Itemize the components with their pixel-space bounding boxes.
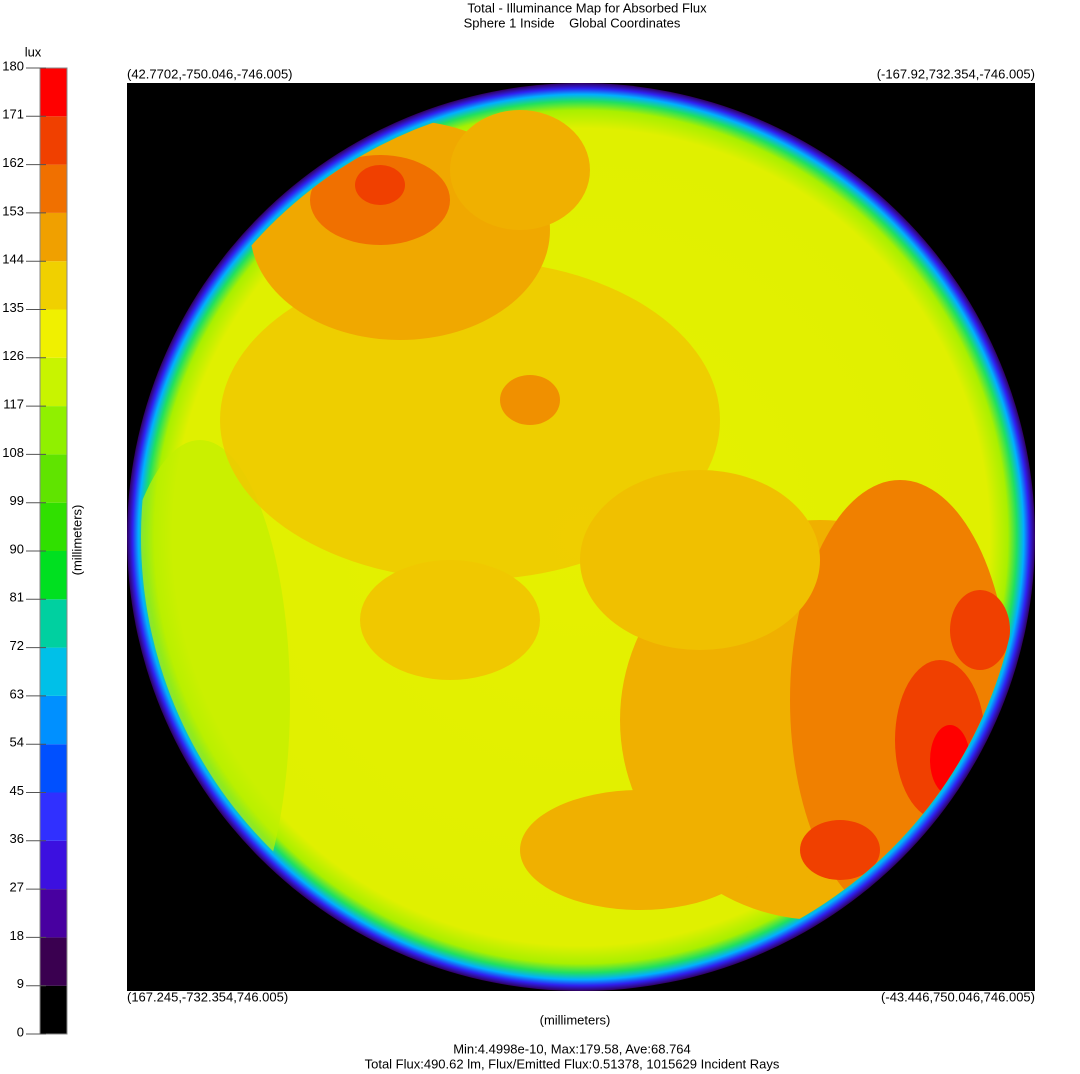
- colorbar-tick-label: 45: [10, 783, 24, 798]
- colorbar-band: [40, 744, 67, 793]
- colorbar-tick-label: 99: [10, 493, 24, 508]
- colorbar-band: [40, 937, 67, 986]
- y-axis-label: (millimeters): [69, 505, 84, 576]
- colorbar-band: [40, 164, 67, 213]
- colorbar-band: [40, 212, 67, 262]
- colorbar-tick-label: 171: [2, 107, 24, 122]
- colorbar-tick-label: 135: [2, 300, 24, 315]
- colorbar-tick-label: 63: [10, 686, 24, 701]
- stats-line: Min:4.4998e-10, Max:179.58, Ave:68.764: [453, 1041, 691, 1056]
- colorbar-band: [40, 116, 67, 165]
- colorbar-band: [40, 502, 67, 551]
- colorbar-band: [40, 309, 67, 358]
- corner-label: (167.245,-732.354,746.005): [127, 989, 288, 1004]
- colorbar-unit: lux: [25, 44, 42, 59]
- colorbar-band: [40, 985, 67, 1034]
- chart-subtitle: Sphere 1 Inside Global Coordinates: [464, 15, 681, 30]
- colorbar-band: [40, 840, 67, 890]
- chart-title: Total - Illuminance Map for Absorbed Flu…: [467, 0, 707, 15]
- corner-label: (42.7702,-750.046,-746.005): [127, 66, 293, 81]
- colorbar-tick-label: 90: [10, 541, 24, 556]
- x-axis-label: (millimeters): [540, 1012, 611, 1027]
- colorbar-band: [40, 551, 67, 600]
- illuminance-pattern: [141, 110, 1020, 960]
- colorbar-tick-label: 27: [10, 880, 24, 895]
- colorbar-band: [40, 792, 67, 841]
- colorbar-tick-label: 117: [3, 397, 24, 412]
- colorbar-tick-label: 180: [2, 58, 24, 73]
- colorbar-band: [40, 889, 67, 938]
- colorbar-tick-label: 0: [17, 1024, 24, 1039]
- colorbar-tick-label: 108: [2, 445, 24, 460]
- colorbar-tick-label: 162: [2, 155, 24, 170]
- colorbar-tick-label: 126: [2, 348, 24, 363]
- colorbar-band: [40, 406, 67, 455]
- colorbar-tick-label: 81: [10, 590, 24, 605]
- colorbar-tick-label: 72: [10, 638, 24, 653]
- colorbar-tick-label: 153: [2, 203, 24, 218]
- colorbar-band: [40, 454, 67, 503]
- colorbar-tick-label: 9: [17, 976, 24, 991]
- colorbar-tick-label: 36: [10, 831, 24, 846]
- colorbar-band: [40, 647, 67, 696]
- colorbar-band: [40, 599, 67, 648]
- colorbar-band: [40, 68, 67, 117]
- stats-line: Total Flux:490.62 lm, Flux/Emitted Flux:…: [365, 1056, 780, 1071]
- corner-label: (-43.446,750.046,746.005): [881, 989, 1035, 1004]
- colorbar-band: [40, 357, 67, 407]
- colorbar-tick-label: 54: [10, 735, 24, 750]
- corner-label: (-167.92,732.354,-746.005): [877, 66, 1035, 81]
- colorbar-band: [40, 261, 67, 310]
- colorbar-tick-label: 18: [10, 928, 24, 943]
- colorbar-band: [40, 695, 67, 745]
- colorbar-tick-label: 144: [2, 252, 24, 267]
